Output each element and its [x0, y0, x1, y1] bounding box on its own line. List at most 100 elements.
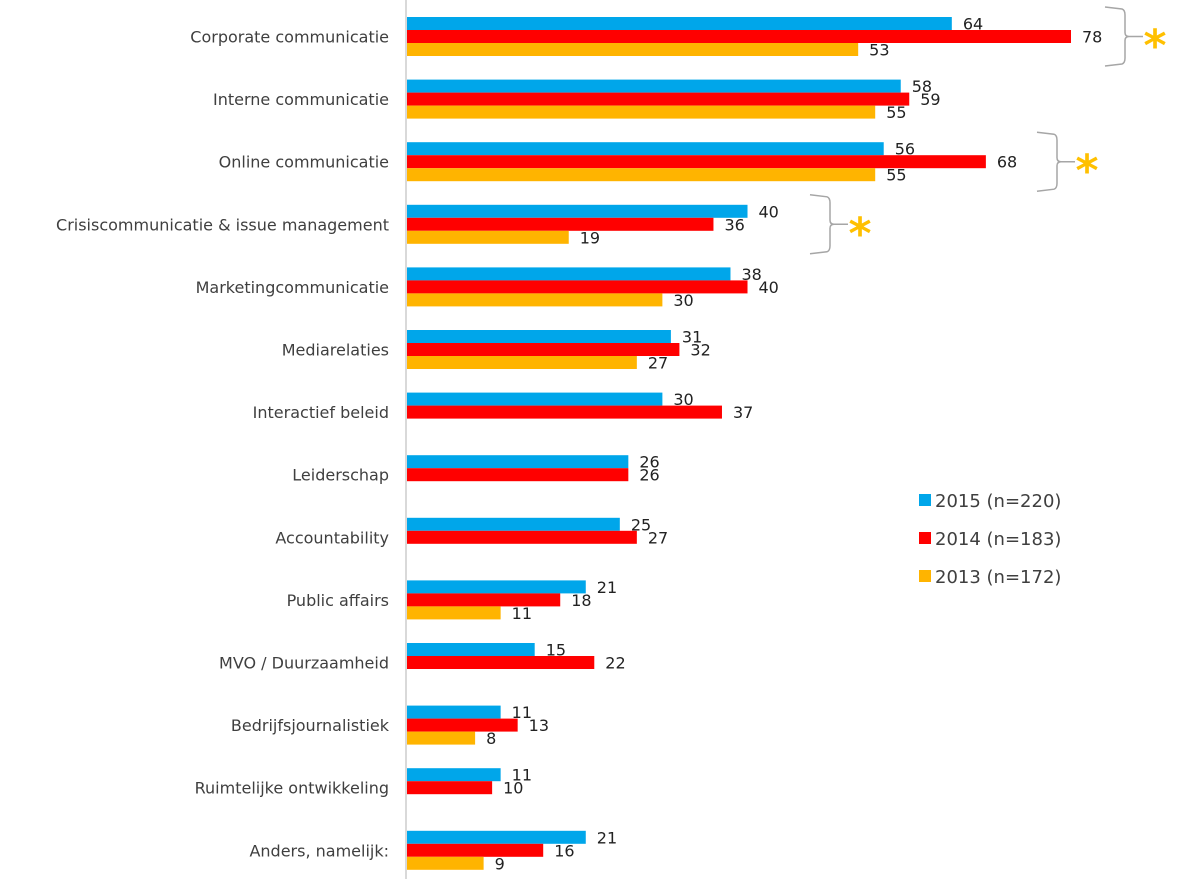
legend: 2015 (n=220) 2014 (n=183) 2013 (n=172) — [919, 491, 1061, 588]
value-label: 30 — [673, 291, 693, 310]
bar-2015 — [407, 79, 901, 93]
value-label: 18 — [571, 591, 591, 610]
category-label: Crisiscommunicatie & issue management — [56, 215, 389, 234]
category-label: Ruimtelijke ontwikkeling — [195, 779, 389, 798]
value-label: 11 — [512, 703, 532, 722]
category-labels: Corporate communicatie Interne communicat… — [56, 28, 390, 861]
bar-2015 — [407, 204, 748, 218]
category-label: Interactief beleid — [253, 403, 389, 422]
value-label: 11 — [512, 766, 532, 785]
legend-swatch — [919, 494, 931, 506]
bar-2015 — [407, 17, 952, 30]
significance-bracket — [1036, 131, 1075, 192]
value-label: 30 — [673, 390, 693, 409]
value-label: 16 — [554, 841, 574, 860]
bar-2014 — [407, 155, 986, 169]
bar-2014 — [407, 280, 748, 294]
bar-2015 — [407, 643, 535, 656]
bar-2013 — [407, 293, 663, 307]
bar-2013 — [407, 43, 859, 56]
bar-2015 — [407, 517, 620, 531]
bar-2014 — [407, 468, 629, 482]
value-label: 21 — [597, 578, 617, 597]
value-labels: 6478535859555668554036193840303132273037… — [486, 15, 1102, 874]
value-label: 37 — [733, 403, 753, 422]
bar-2015 — [407, 267, 731, 281]
bar-2015 — [407, 392, 663, 406]
value-label: 55 — [886, 166, 906, 185]
significance-bracket — [809, 194, 848, 255]
value-label: 38 — [741, 265, 761, 284]
value-label: 26 — [639, 466, 659, 485]
bar-2013 — [407, 856, 484, 870]
value-label: 8 — [486, 729, 496, 748]
bar-2014 — [407, 656, 595, 669]
value-label: 22 — [605, 654, 625, 673]
category-label: Interne communicatie — [213, 90, 389, 109]
legend-swatch — [919, 570, 931, 582]
bar-2015 — [407, 830, 586, 844]
value-label: 25 — [631, 515, 651, 534]
value-label: 19 — [580, 228, 600, 247]
value-label: 68 — [997, 153, 1017, 172]
annotations-layer: * * * — [809, 6, 1167, 259]
category-label: Anders, namelijk: — [249, 841, 389, 860]
bar-2013 — [407, 105, 876, 119]
value-label: 56 — [895, 140, 915, 159]
value-label: 11 — [512, 604, 532, 623]
category-label: Mediarelaties — [282, 341, 389, 360]
value-label: 31 — [682, 328, 702, 347]
value-label: 59 — [920, 90, 940, 109]
bar-2015 — [407, 455, 629, 469]
significance-bracket — [1104, 6, 1143, 67]
bar-2014 — [407, 30, 1071, 43]
value-label: 78 — [1082, 28, 1102, 47]
value-label: 9 — [495, 854, 505, 873]
value-label: 58 — [912, 77, 932, 96]
legend-label: 2015 (n=220) — [935, 491, 1061, 512]
bar-2013 — [407, 168, 876, 182]
bar-2015 — [407, 142, 884, 156]
bar-2013 — [407, 356, 637, 369]
bar-2014 — [407, 843, 544, 857]
bar-2014 — [407, 593, 561, 607]
value-label: 27 — [648, 528, 668, 547]
legend-label: 2014 (n=183) — [935, 529, 1061, 550]
value-label: 40 — [759, 278, 779, 297]
category-label: Leiderschap — [292, 466, 389, 485]
value-label: 13 — [529, 716, 549, 735]
value-label: 53 — [869, 41, 889, 60]
bar-2013 — [407, 731, 476, 745]
bar-2014 — [407, 92, 910, 106]
category-label: Marketingcommunicatie — [196, 278, 389, 297]
bar-2014 — [407, 343, 680, 356]
value-label: 26 — [639, 453, 659, 472]
value-label: 15 — [546, 641, 566, 660]
bar-2013 — [407, 606, 501, 620]
category-label: Bedrijfsjournalistiek — [231, 716, 390, 735]
category-label: Corporate communicatie — [190, 28, 389, 47]
value-label: 32 — [690, 341, 710, 360]
value-label: 21 — [597, 828, 617, 847]
value-label: 27 — [648, 354, 668, 373]
bar-2014 — [407, 405, 722, 419]
legend-swatch — [919, 532, 931, 544]
bar-2015 — [407, 768, 501, 782]
bar-2015 — [407, 705, 501, 719]
legend-label: 2013 (n=172) — [935, 567, 1061, 588]
bars-layer — [407, 17, 1071, 870]
value-label: 55 — [886, 103, 906, 122]
category-label: MVO / Duurzaamheid — [219, 654, 389, 673]
bar-2014 — [407, 530, 637, 544]
value-label: 36 — [724, 215, 744, 234]
significance-star-icon: * — [1143, 21, 1166, 72]
bar-2015 — [407, 580, 586, 594]
significance-star-icon: * — [1075, 146, 1098, 197]
value-label: 40 — [759, 202, 779, 221]
bar-2013 — [407, 230, 569, 244]
bar-2014 — [407, 781, 493, 795]
bar-2015 — [407, 330, 671, 343]
category-label: Online communicatie — [219, 153, 389, 172]
bar-2014 — [407, 718, 518, 732]
